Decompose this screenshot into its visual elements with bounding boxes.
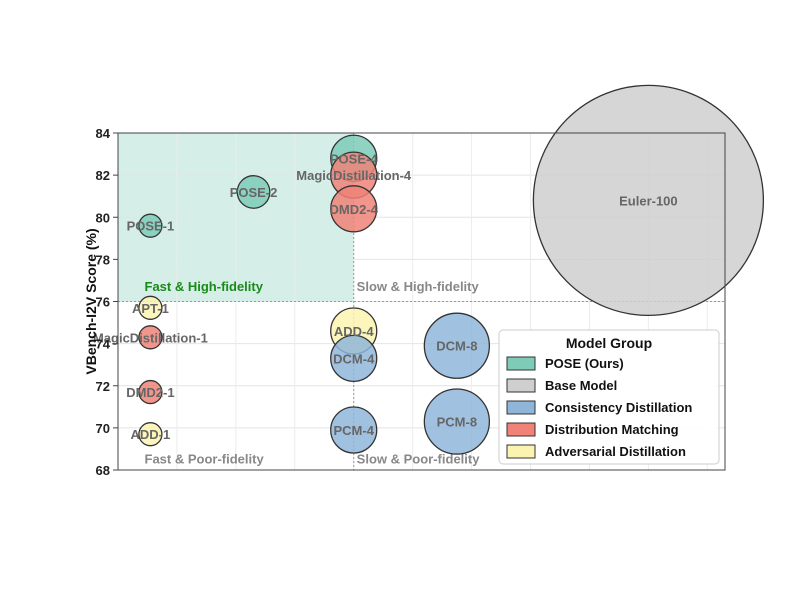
bubble-add-1	[138, 422, 163, 447]
bubble-label: DCM-4	[333, 351, 375, 366]
legend-swatch	[506, 356, 536, 371]
legend-entry-label: Distribution Matching	[545, 422, 679, 437]
bubble-apt-1	[138, 295, 163, 320]
region-label: Slow & High-fidelity	[357, 279, 480, 294]
y-tick-label: 74	[96, 337, 111, 352]
y-tick-label: 78	[96, 252, 110, 267]
y-tick-label: 72	[96, 379, 110, 394]
region-label: Fast & High-fidelity	[145, 279, 264, 294]
plot-area: Fast & High-fidelity Slow & High-fidelity…	[93, 84, 765, 471]
legend-title: Model Group	[566, 335, 652, 351]
legend-entry-label: Consistency Distillation	[545, 400, 692, 415]
y-tick-label: 80	[96, 210, 110, 225]
y-tick-label: 82	[96, 168, 110, 183]
y-tick-label: 84	[96, 126, 111, 141]
bubble-label: MagicDistillation-1	[93, 330, 208, 345]
bubble-label: ADD-4	[334, 324, 374, 339]
bubble-dmd2-1	[138, 379, 163, 405]
bubbles	[138, 84, 765, 455]
bubble-dcm-8	[423, 312, 491, 379]
legend-entry-label: POSE (Ours)	[545, 356, 624, 371]
bubble-label: PCM-8	[437, 415, 477, 430]
bubble-pcm-8	[423, 388, 491, 455]
bubble-magicdistillation-1	[138, 325, 163, 350]
region-label: Fast & Poor-fidelity	[145, 452, 265, 467]
bubble-labels: POSE-1 POSE-2 POSE-4 MagicDistillation-4 DMD…	[93, 151, 678, 442]
bubble-dmd2-4	[330, 185, 378, 233]
legend-swatch	[506, 400, 536, 415]
legend-swatch	[506, 378, 536, 393]
bubble-label: ADD-1	[131, 427, 171, 442]
y-axis-title: VBench-I2V Score (%)	[83, 228, 99, 374]
legend-entry-label: Adversarial Distillation	[545, 444, 686, 459]
legend-swatch	[506, 444, 536, 459]
bubble-label: DMD2-1	[126, 385, 174, 400]
y-tick-label: 68	[96, 463, 110, 478]
bubble-label: POSE-4	[330, 151, 378, 166]
region-label: Slow & Poor-fidelity	[357, 452, 481, 467]
bubble-dcm-4	[330, 334, 378, 383]
bubble-euler-100	[532, 84, 765, 317]
bubble-label: DMD2-4	[330, 202, 379, 217]
bubble-pose-2	[236, 175, 271, 209]
bubble-label: PCM-4	[334, 423, 375, 438]
bubble-pose-1	[138, 213, 163, 238]
bubble-label: POSE-2	[230, 185, 278, 200]
legend-entry-label: Base Model	[545, 378, 617, 393]
legend-swatch	[506, 422, 536, 437]
bubble-label: DCM-8	[436, 339, 477, 354]
y-tick-label: 76	[96, 295, 110, 310]
legend: Model Group POSE (Ours) Base Model Consiste…	[498, 329, 720, 465]
bubble-label: POSE-1	[127, 219, 175, 234]
axes: 68 70 72 74 76 78 80 82 84 VBench-I2V Score (%)	[83, 126, 726, 478]
y-tick-label: 70	[96, 421, 110, 436]
bubble-label: APT-1	[132, 301, 169, 316]
legend-box	[498, 329, 720, 465]
bubble-label: Euler-100	[619, 193, 678, 208]
bubble-label: MagicDistillation-4	[296, 168, 412, 183]
bubble-pcm-4	[330, 406, 378, 454]
